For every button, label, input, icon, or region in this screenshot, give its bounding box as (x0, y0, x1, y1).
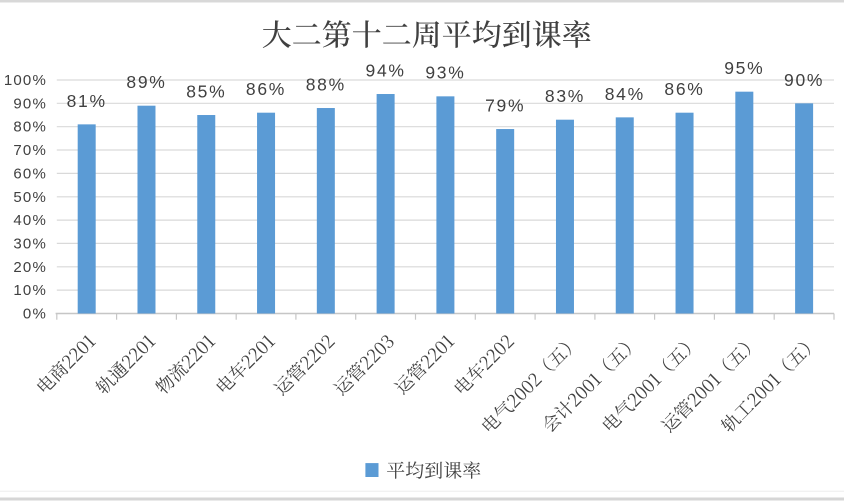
svg-text:84%: 84% (605, 84, 645, 104)
svg-text:0%: 0% (23, 306, 47, 323)
svg-text:40%: 40% (13, 212, 47, 229)
svg-text:30%: 30% (13, 235, 47, 252)
svg-text:90%: 90% (784, 70, 824, 90)
svg-text:20%: 20% (13, 259, 47, 276)
svg-text:81%: 81% (67, 91, 107, 111)
svg-text:95%: 95% (724, 58, 764, 78)
svg-text:93%: 93% (425, 63, 465, 83)
svg-text:89%: 89% (126, 72, 166, 92)
svg-text:50%: 50% (13, 189, 47, 206)
svg-text:10%: 10% (13, 282, 47, 299)
svg-text:100%: 100% (4, 72, 47, 89)
svg-text:90%: 90% (13, 95, 47, 112)
svg-text:85%: 85% (186, 81, 226, 101)
svg-text:79%: 79% (485, 95, 525, 115)
svg-text:70%: 70% (13, 142, 47, 159)
svg-text:80%: 80% (13, 119, 47, 136)
svg-text:88%: 88% (306, 74, 346, 94)
svg-text:83%: 83% (545, 86, 585, 106)
svg-text:94%: 94% (366, 60, 406, 80)
svg-text:86%: 86% (664, 79, 704, 99)
svg-text:86%: 86% (246, 79, 286, 99)
svg-text:60%: 60% (13, 165, 47, 182)
